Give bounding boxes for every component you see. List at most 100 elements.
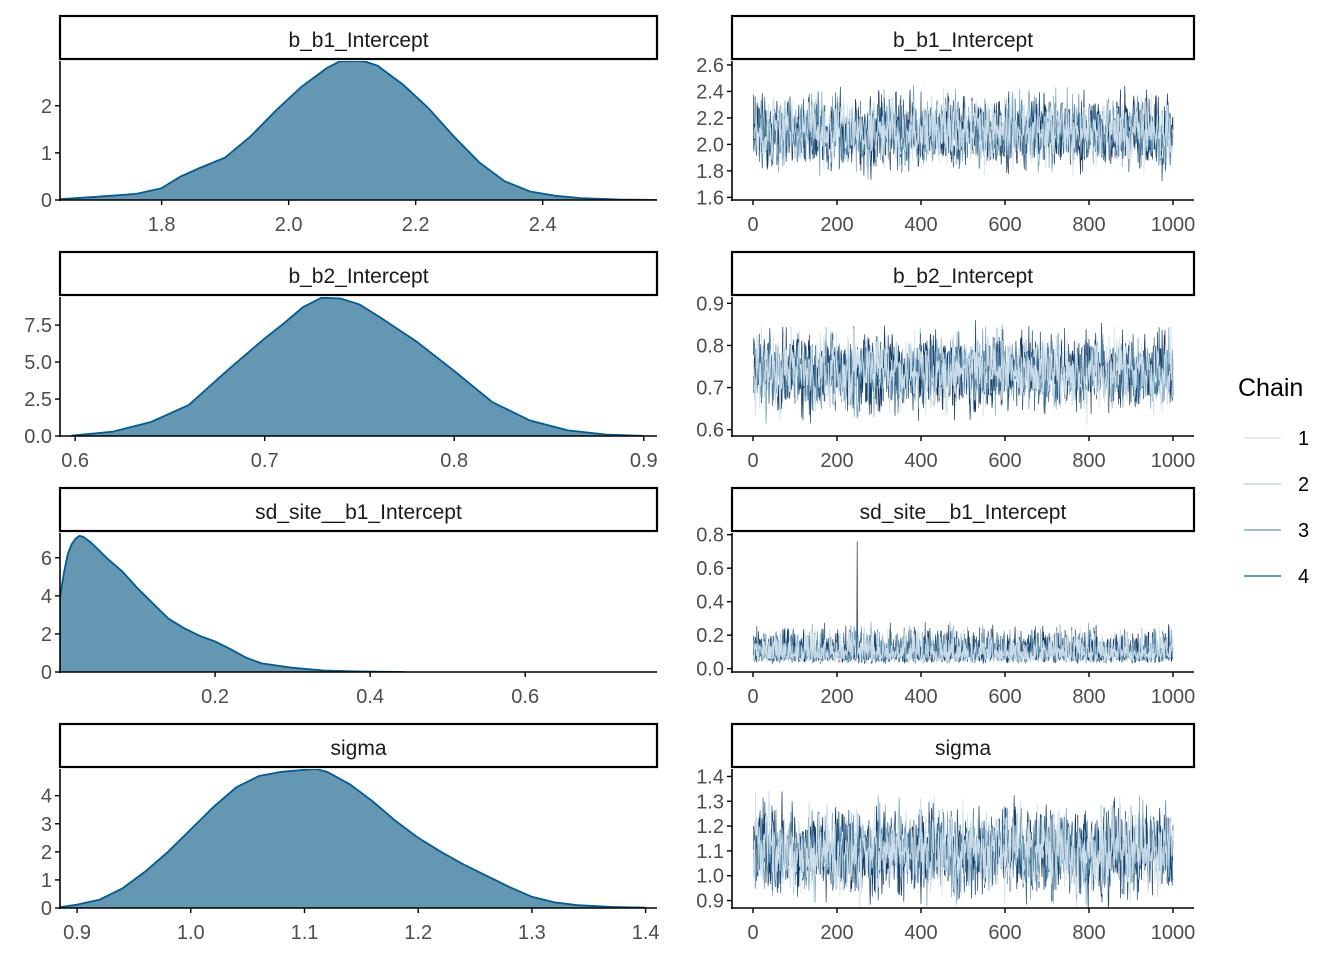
x-tick-label: 0 (747, 922, 758, 944)
density-panel-2: b_b2_Intercept 0.0 2.5 5.0 7.5 0.6 0.7 0.8 0.9 (24, 250, 659, 472)
y-tick-label: 6 (41, 548, 52, 570)
x-tick-label: 400 (904, 686, 937, 708)
trace-line-chain-4 (752, 790, 1174, 908)
y-tick-label: 0.8 (696, 525, 724, 547)
x-tick-label: 1.0 (177, 922, 205, 944)
y-tick-label: 2.6 (696, 55, 724, 77)
x-tick-label: 1.3 (518, 922, 546, 944)
y-tick-label: 3 (41, 814, 52, 836)
facet-strip-title: sigma (330, 737, 386, 760)
y-tick-label: 1.4 (696, 766, 724, 788)
x-tick-label: 0.2 (201, 686, 229, 708)
y-tick-label: 0.9 (696, 891, 724, 913)
x-tick-label: 1.8 (148, 214, 176, 236)
x-tick-label: 800 (1072, 686, 1105, 708)
facet-strip-title: sd_site__b1_Intercept (860, 501, 1067, 524)
x-tick-label: 0.6 (511, 686, 539, 708)
x-tick-label: 600 (988, 922, 1021, 944)
y-tick-label: 2.5 (24, 389, 52, 411)
legend-label: 1 (1298, 428, 1309, 450)
y-tick-label: 0.2 (696, 625, 724, 647)
plot-area (752, 320, 1174, 425)
x-tick-label: 600 (988, 450, 1021, 472)
facet-strip (58, 722, 659, 769)
x-tick-label: 1.2 (404, 922, 432, 944)
facet-strip (730, 722, 1196, 769)
x-tick-label: 1000 (1151, 922, 1196, 944)
plot-area (71, 297, 644, 436)
trace-panel-5: sd_site__b1_Intercept 0.0 0.2 0.4 0.6 0.8 0 200… (696, 486, 1196, 708)
y-tick-label: 2 (41, 96, 52, 118)
x-tick-label: 2.4 (529, 214, 557, 236)
x-tick-label: 1.4 (632, 922, 660, 944)
x-tick-label: 0 (747, 686, 758, 708)
x-tick-label: 2.0 (275, 214, 303, 236)
x-tick-label: 200 (820, 214, 853, 236)
facet-strip-title: b_b1_Intercept (288, 29, 428, 52)
x-tick-label: 600 (988, 686, 1021, 708)
x-tick-label: 800 (1072, 450, 1105, 472)
density-area (60, 61, 657, 200)
legend-title: Chain (1238, 374, 1303, 402)
density-panel-6: sigma 0 1 2 3 4 0.9 1.0 1.1 1.2 1.3 1.4 (41, 722, 660, 944)
y-tick-label: 0 (41, 898, 52, 920)
y-tick-label: 1.0 (696, 866, 724, 888)
legend-item: 2 (1244, 474, 1309, 496)
facet-strip (730, 250, 1196, 297)
density-area (60, 769, 646, 908)
plot-area (753, 84, 1174, 182)
facet-strip (730, 486, 1196, 533)
density-curve (60, 769, 646, 908)
y-tick-label: 4 (41, 786, 52, 808)
y-tick-label: 0.8 (696, 335, 724, 357)
trace-line-chain-4 (752, 326, 1174, 425)
trace-panel-3: b_b2_Intercept 0.6 0.7 0.8 0.9 0 200 400 600 800 1… (696, 250, 1196, 472)
y-tick-label: 2.0 (696, 134, 724, 156)
x-tick-label: 0 (747, 214, 758, 236)
legend-label: 4 (1298, 566, 1309, 588)
plot-area (60, 769, 646, 908)
x-tick-label: 200 (820, 686, 853, 708)
trace-line-chain-4 (752, 625, 1174, 664)
facet-strip (58, 14, 659, 61)
y-tick-label: 7.5 (24, 315, 52, 337)
y-tick-label: 1.2 (696, 816, 724, 838)
x-tick-label: 0.8 (440, 450, 468, 472)
y-tick-label: 1.6 (696, 187, 724, 209)
y-tick-label: 4 (41, 586, 52, 608)
x-tick-label: 1.1 (291, 922, 319, 944)
plot-area (752, 541, 1174, 665)
density-curve (71, 297, 644, 436)
y-tick-label: 1.8 (696, 161, 724, 183)
density-panel-4: sd_site__b1_Intercept 0 2 4 6 0.2 0.4 0.6 (41, 486, 659, 708)
plot-area (60, 61, 657, 200)
x-tick-label: 2.2 (402, 214, 430, 236)
plot-area (752, 790, 1174, 908)
y-tick-label: 0 (41, 190, 52, 212)
x-tick-label: 800 (1072, 214, 1105, 236)
y-tick-label: 5.0 (24, 352, 52, 374)
facet-strip (58, 486, 659, 533)
legend-item: 3 (1244, 520, 1309, 542)
legend-item: 1 (1244, 428, 1309, 450)
x-tick-label: 800 (1072, 922, 1105, 944)
y-tick-label: 0.4 (696, 592, 724, 614)
y-tick-label: 0.0 (24, 426, 52, 448)
facet-strip-title: sd_site__b1_Intercept (255, 501, 462, 524)
y-tick-label: 2 (41, 624, 52, 646)
y-tick-label: 0.7 (696, 378, 724, 400)
plot-area (60, 534, 406, 672)
x-tick-label: 200 (820, 450, 853, 472)
x-tick-label: 400 (904, 450, 937, 472)
legend-label: 2 (1298, 474, 1309, 496)
y-tick-label: 2.2 (696, 108, 724, 130)
density-curve (60, 61, 657, 200)
y-tick-label: 2 (41, 842, 52, 864)
y-tick-label: 1.1 (696, 841, 724, 863)
x-tick-label: 400 (904, 214, 937, 236)
density-panel-0: b_b1_Intercept 0 1 2 1.8 2.0 2.2 2.4 (41, 14, 659, 236)
legend: Chain 1 2 3 4 (1238, 374, 1309, 588)
y-tick-label: 1 (41, 143, 52, 165)
x-tick-label: 0.9 (63, 922, 91, 944)
